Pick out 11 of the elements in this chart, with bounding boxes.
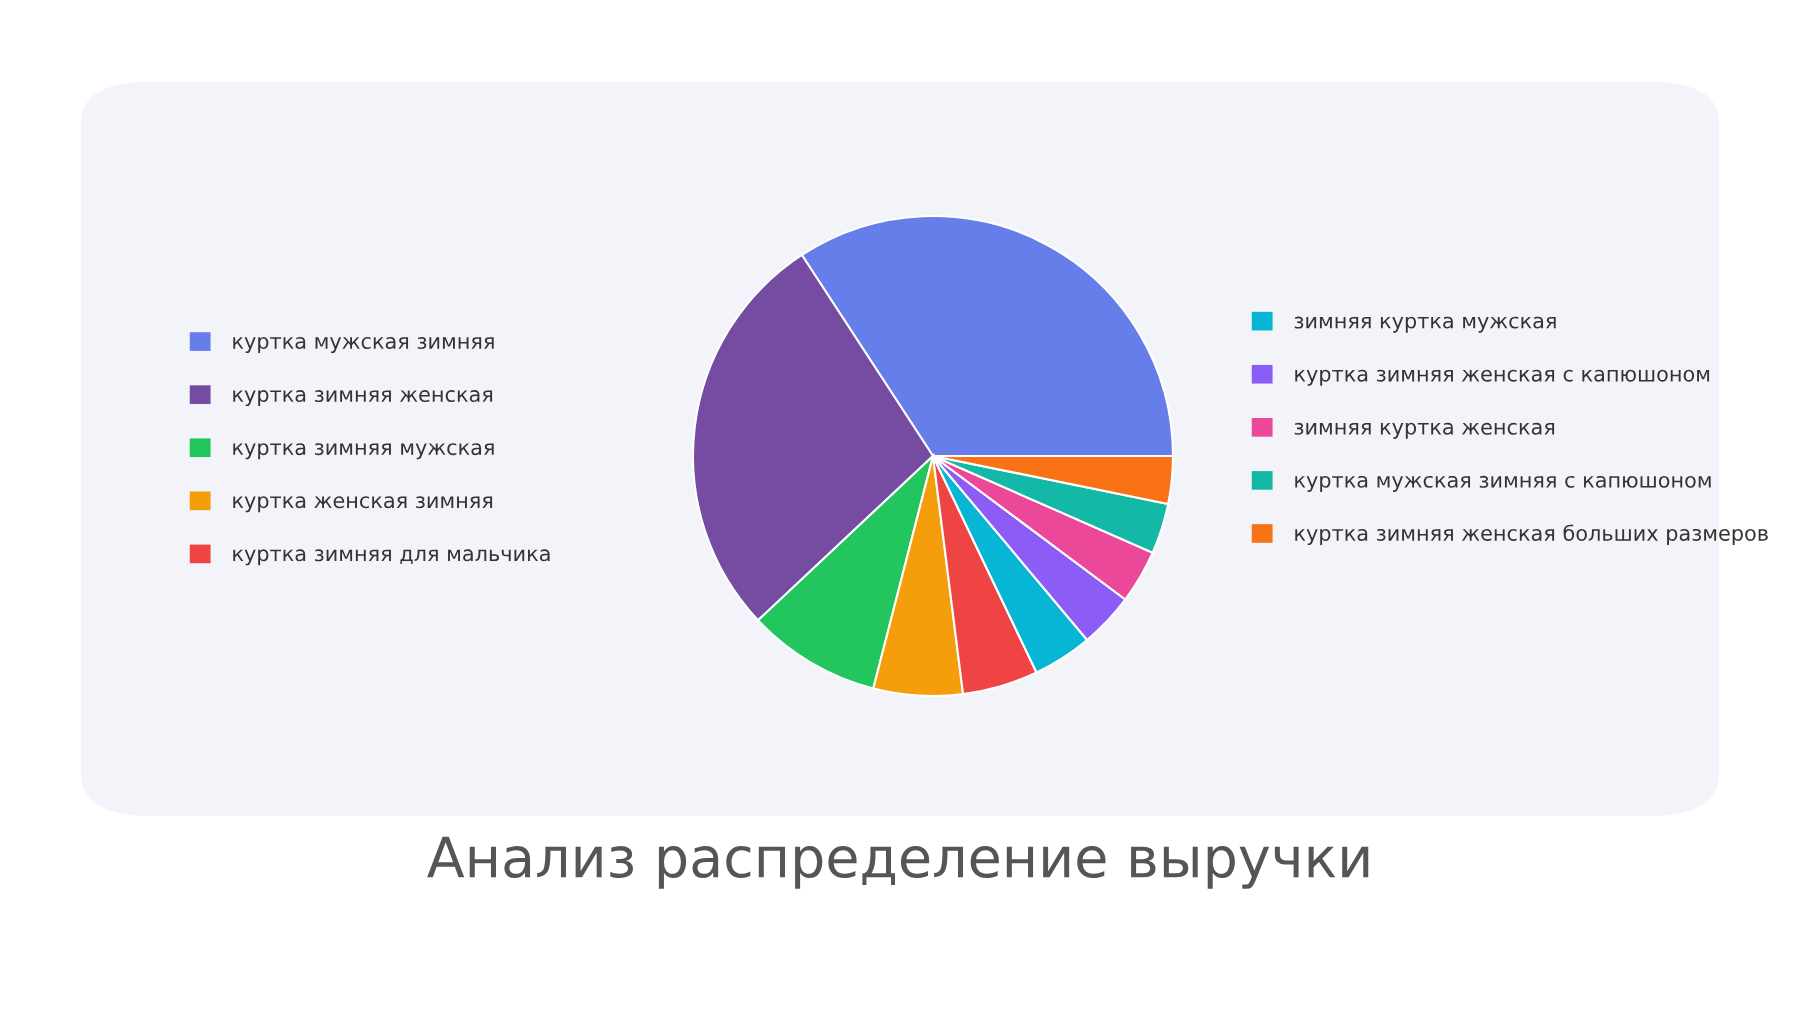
legend-label: куртка зимняя женская с капюшоном bbox=[1295, 369, 1710, 386]
legend-label: куртка мужская зимняя bbox=[233, 337, 494, 354]
legend-label: куртка зимняя женская больших размеров bbox=[1295, 524, 1768, 545]
legend-label: куртка зимняя мужская bbox=[233, 443, 494, 460]
legend-label: куртка мужская зимняя с капюшоном bbox=[1295, 475, 1711, 492]
legend-label: куртка зимняя женская bbox=[233, 390, 493, 407]
legend-label: куртка женская зимняя bbox=[233, 496, 493, 513]
legend-label: зимняя куртка женская bbox=[1294, 422, 1555, 439]
legend-label: куртка зимняя для мальчика bbox=[233, 549, 550, 566]
text: Анализ распределение выручки bbox=[427, 836, 1369, 889]
legend-label: зимняя куртка мужская bbox=[1294, 316, 1556, 333]
